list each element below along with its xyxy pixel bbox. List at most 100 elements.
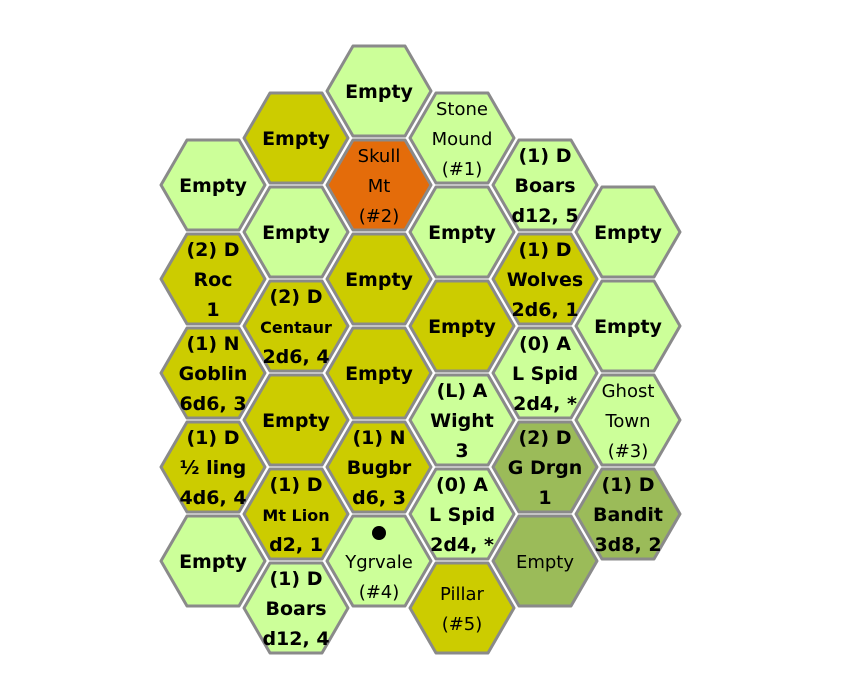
hex-shape: [325, 420, 433, 514]
hex-label-line: 2d6, 4: [262, 346, 329, 368]
hex-tile[interactable]: (1) N Goblin 6d6, 3: [159, 326, 267, 420]
hex-label-line: Empty: [179, 175, 247, 197]
hex-tile[interactable]: Empty: [159, 138, 267, 232]
hex-label-line: Centaur: [260, 318, 332, 337]
hex-tile[interactable]: Empty: [491, 514, 599, 608]
hex-shape: [491, 138, 599, 232]
hex-label-line: (#5): [442, 614, 483, 635]
hex-tile[interactable]: (1) D Bandit 3d8, 2: [574, 467, 682, 561]
hex-label-line: 2d4, *: [513, 393, 577, 415]
hex-tile[interactable]: (1) D Mt Lion d2, 1: [242, 467, 350, 561]
hex-tile[interactable]: (1) D ½ ling 4d6, 4: [159, 420, 267, 514]
location-marker-dot: [372, 526, 386, 540]
hex-shape: [408, 91, 516, 185]
hex-tile[interactable]: Empty: [325, 44, 433, 138]
hex-tile[interactable]: (0) A L Spid 2d4, *: [408, 467, 516, 561]
hex-label-line: Stone: [436, 99, 488, 120]
hex-label-line: Boars: [514, 175, 575, 197]
hex-label-line: Empty: [345, 269, 413, 291]
hex-tile[interactable]: Empty: [574, 185, 682, 279]
hex-label-line: (1) D: [519, 145, 572, 167]
hex-label-line: d12, 5: [511, 205, 578, 227]
hex-tile[interactable]: Ygrvale (#4): [325, 514, 433, 608]
hex-label-line: Pillar: [440, 584, 484, 605]
hex-label-line: (#4): [359, 582, 400, 603]
hex-label-line: Empty: [594, 222, 662, 244]
hex-tile[interactable]: Empty: [325, 232, 433, 326]
hex-shape: [159, 232, 267, 326]
hex-label-line: Empty: [262, 128, 330, 150]
hex-label-line: Empty: [594, 316, 662, 338]
hex-label-line: (1) D: [519, 239, 572, 261]
hex-label-line: Ygrvale: [344, 552, 413, 573]
hex-label-line: Empty: [428, 222, 496, 244]
hex-tile[interactable]: Empty: [574, 279, 682, 373]
hex-tile[interactable]: (0) A L Spid 2d4, *: [491, 326, 599, 420]
hex-shape: [159, 326, 267, 420]
hex-label-line: Empty: [345, 363, 413, 385]
hex-tile[interactable]: Ghost Town (#3): [574, 373, 682, 467]
hex-shape: [325, 326, 433, 420]
hex-label-line: 2d6, 1: [511, 299, 578, 321]
hex-label-line: d12, 4: [262, 628, 329, 650]
hex-label-line: (0) A: [519, 333, 571, 355]
hex-tile[interactable]: Empty: [242, 373, 350, 467]
hex-label-line: 6d6, 3: [179, 393, 246, 415]
hex-label-line: (1) D: [602, 474, 655, 496]
hex-label-line: (#3): [608, 441, 649, 462]
hex-label-line: Wight: [430, 410, 494, 432]
hex-tile[interactable]: Skull Mt (#2): [325, 138, 433, 232]
hex-shape: [159, 514, 267, 608]
hex-label-line: Roc: [194, 269, 233, 291]
hex-shape: [491, 420, 599, 514]
hex-label-line: Empty: [345, 81, 413, 103]
hex-label-line: Wolves: [507, 269, 583, 291]
hex-shape: [574, 467, 682, 561]
hex-shape: [325, 232, 433, 326]
hex-label-line: (#1): [442, 159, 483, 180]
hex-label-line: Empty: [262, 222, 330, 244]
hex-shape: [325, 44, 433, 138]
hex-tile[interactable]: (1) D Wolves 2d6, 1: [491, 232, 599, 326]
hex-tile[interactable]: Empty: [159, 514, 267, 608]
hex-label-line: L Spid: [512, 363, 578, 385]
hex-shape: [242, 279, 350, 373]
hex-shape: [408, 467, 516, 561]
hex-label-line: (1) N: [352, 427, 405, 449]
hex-tile[interactable]: (2) D Centaur 2d6, 4: [242, 279, 350, 373]
hex-tile[interactable]: (2) D G Drgn 1: [491, 420, 599, 514]
hex-tile[interactable]: Empty: [408, 279, 516, 373]
hex-label-line: Ghost: [602, 381, 655, 402]
hex-tile[interactable]: (1) D Boars d12, 5: [491, 138, 599, 232]
hex-label-line: Mound: [432, 129, 493, 150]
hex-label-line: Bandit: [593, 504, 663, 526]
hex-tile[interactable]: Pillar (#5): [408, 561, 516, 655]
hex-label-line: (2) D: [270, 286, 323, 308]
hex-tile[interactable]: Stone Mound (#1): [408, 91, 516, 185]
hex-tile[interactable]: Empty: [408, 185, 516, 279]
hex-tile[interactable]: (1) N Bugbr d6, 3: [325, 420, 433, 514]
hex-shape: [242, 373, 350, 467]
hex-label-line: Goblin: [179, 363, 248, 385]
hex-shape: [325, 138, 433, 232]
hex-shape: [408, 373, 516, 467]
hex-label-line: Town: [604, 411, 650, 432]
hex-shape: [242, 91, 350, 185]
hex-label-line: d2, 1: [269, 534, 323, 556]
hex-shape: [491, 326, 599, 420]
hex-label-line: Mt: [368, 176, 391, 197]
hex-tile[interactable]: (2) D Roc 1: [159, 232, 267, 326]
hex-label-line: d6, 3: [352, 487, 406, 509]
hex-tile[interactable]: (1) D Boars d12, 4: [242, 561, 350, 655]
hex-shape: [574, 373, 682, 467]
hex-tile[interactable]: Empty: [325, 326, 433, 420]
hex-shape: [242, 561, 350, 655]
hex-label-line: (1) D: [187, 427, 240, 449]
hex-label-line: L Spid: [429, 504, 495, 526]
hex-tile[interactable]: Empty: [242, 185, 350, 279]
hex-tile[interactable]: Empty: [242, 91, 350, 185]
hex-shape: [242, 185, 350, 279]
hex-tile[interactable]: (L) A Wight 3: [408, 373, 516, 467]
